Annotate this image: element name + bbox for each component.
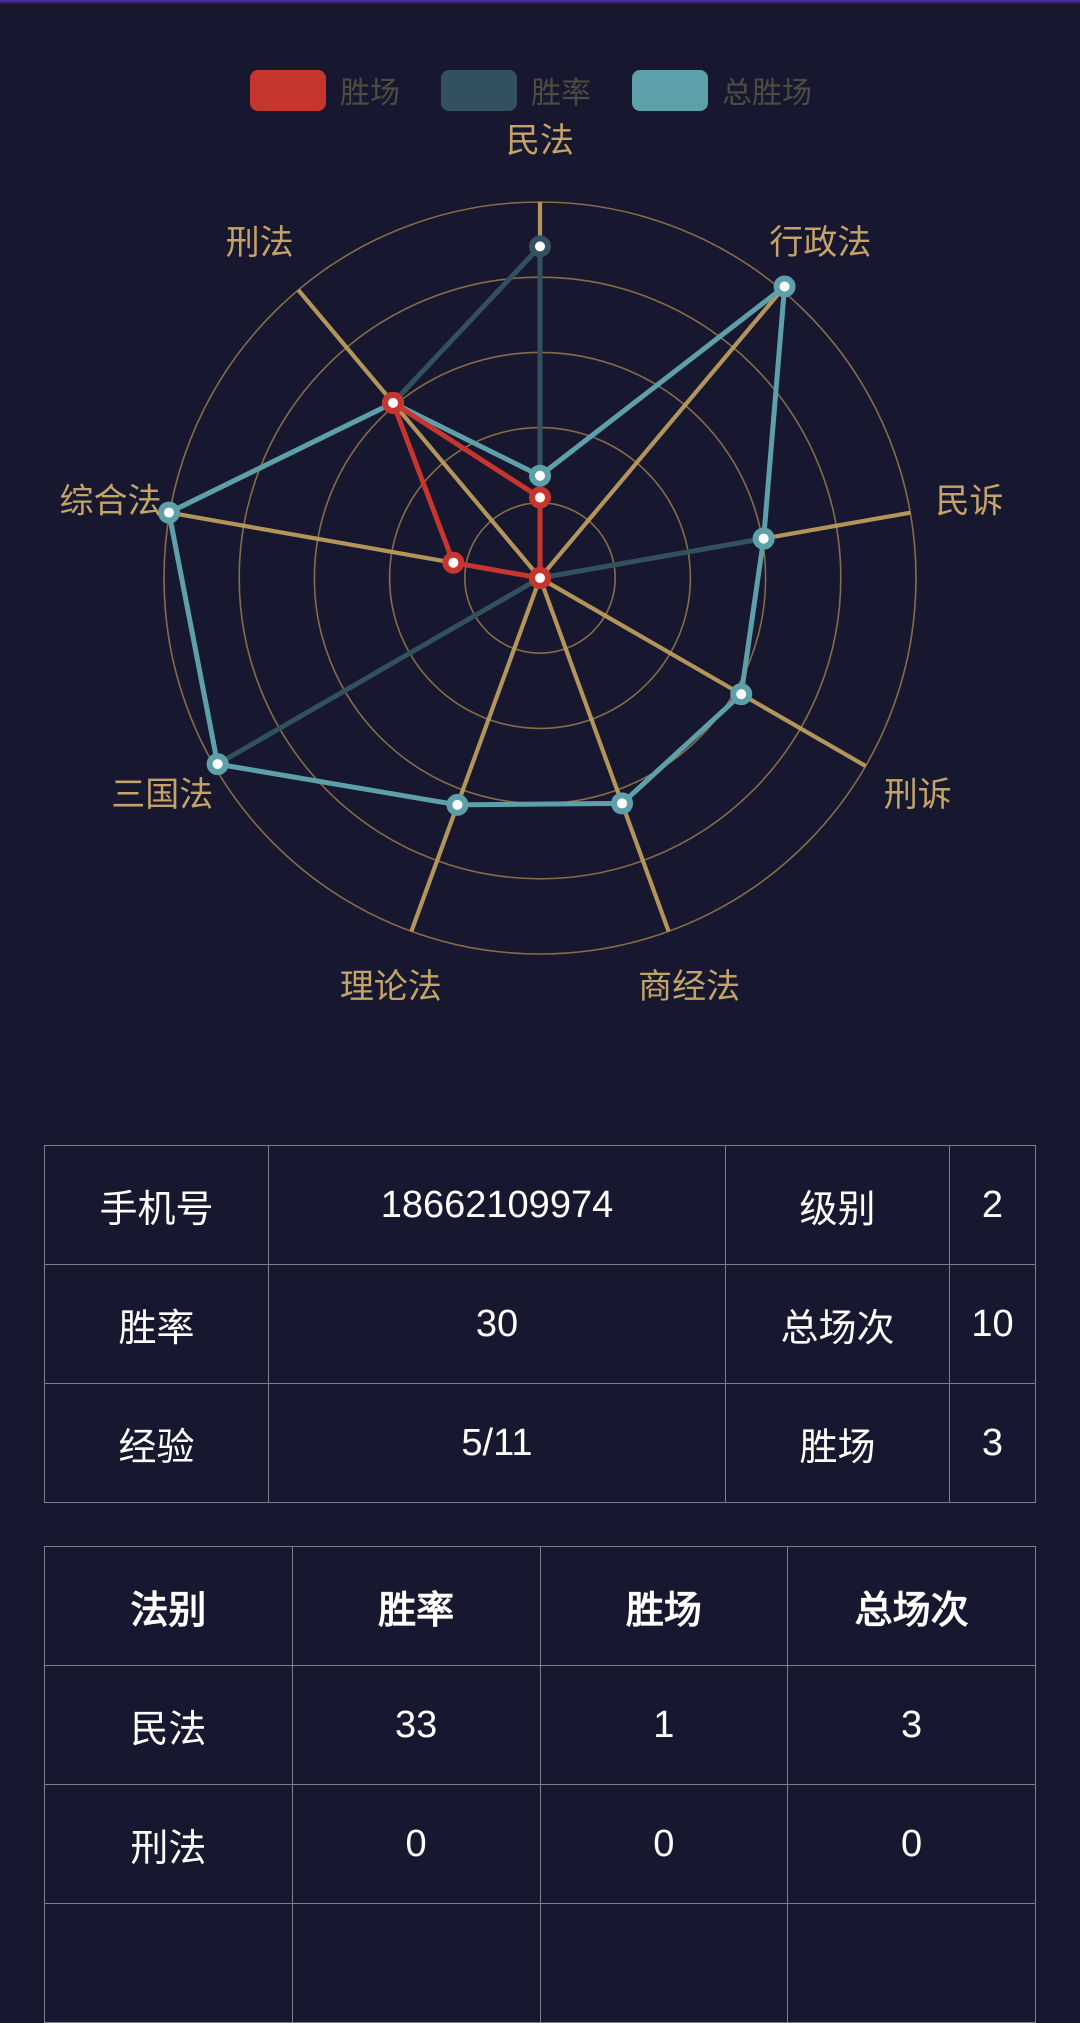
svg-text:民法: 民法 xyxy=(506,122,574,160)
svg-text:刑诉: 刑诉 xyxy=(884,776,952,814)
svg-text:理论法: 理论法 xyxy=(340,968,442,1006)
svg-text:民诉: 民诉 xyxy=(936,482,1004,520)
svg-text:三国法: 三国法 xyxy=(111,776,213,814)
svg-text:综合法: 综合法 xyxy=(59,482,161,520)
svg-text:刑法: 刑法 xyxy=(226,224,294,262)
svg-text:商经法: 商经法 xyxy=(638,968,740,1006)
svg-text:行政法: 行政法 xyxy=(769,224,871,262)
